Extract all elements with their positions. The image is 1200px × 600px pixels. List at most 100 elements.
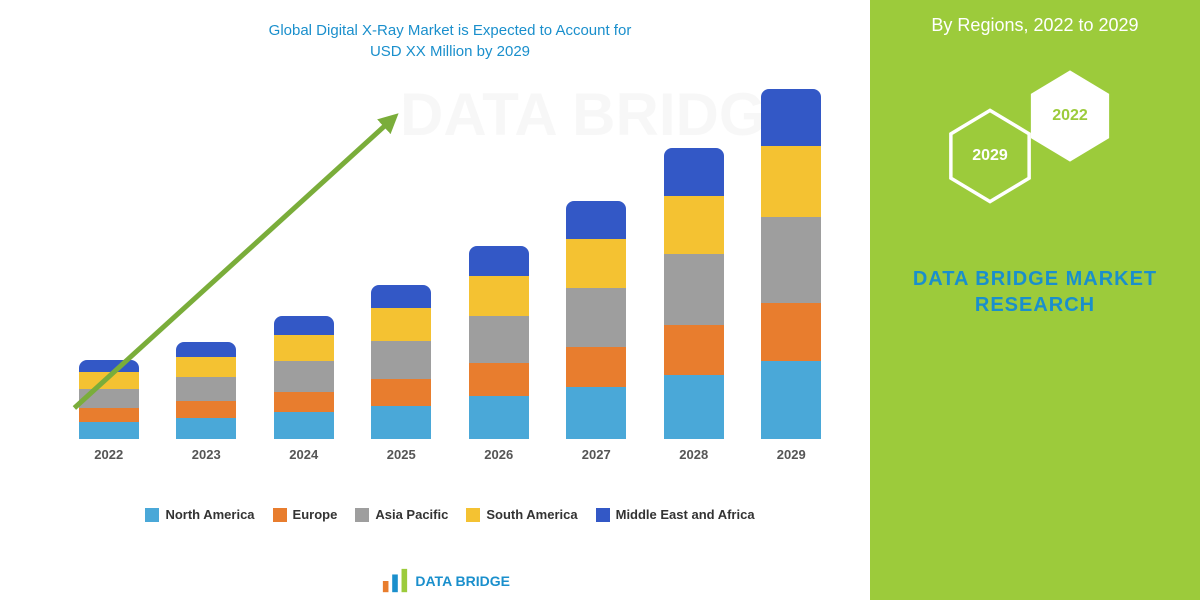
bar-stack [469, 246, 529, 439]
bar-segment [664, 325, 724, 374]
bar-segment [371, 406, 431, 439]
bar-group: 2028 [664, 148, 724, 462]
bar-segment [469, 316, 529, 363]
bar-category-label: 2022 [94, 447, 123, 462]
bar-segment [469, 276, 529, 316]
bar-group: 2029 [761, 89, 821, 462]
brand-line1: DATA BRIDGE MARKET [913, 268, 1157, 290]
bar-segment [566, 288, 626, 347]
bar-segment [566, 201, 626, 239]
bar-stack [664, 148, 724, 439]
legend-item: North America [145, 507, 254, 522]
bar-segment [274, 316, 334, 335]
bar-category-label: 2026 [484, 447, 513, 462]
bar-group: 2025 [371, 285, 431, 462]
bar-segment [371, 379, 431, 406]
chart-title-line1: Global Digital X-Ray Market is Expected … [269, 22, 632, 39]
legend-item: Asia Pacific [355, 507, 448, 522]
legend-label: North America [165, 507, 254, 522]
bar-segment [566, 387, 626, 439]
legend-label: Europe [293, 507, 338, 522]
bar-category-label: 2029 [777, 447, 806, 462]
bar-stack [566, 201, 626, 439]
legend-item: Europe [273, 507, 338, 522]
bar-segment [761, 303, 821, 362]
hex-outline-year: 2029 [972, 147, 1008, 165]
legend-swatch [273, 508, 287, 522]
bar-group: 2023 [176, 342, 236, 462]
bar-segment [79, 389, 139, 408]
right-panel-title: By Regions, 2022 to 2029 [931, 15, 1138, 36]
bar-segment [566, 239, 626, 288]
bar-segment [371, 308, 431, 341]
legend-label: South America [486, 507, 577, 522]
bottom-logo: DATA BRIDGE [381, 567, 510, 595]
legend-item: Middle East and Africa [596, 507, 755, 522]
bar-segment [761, 89, 821, 146]
bottom-logo-text: DATA BRIDGE [415, 573, 510, 589]
bar-segment [566, 347, 626, 387]
bar-segment [469, 363, 529, 396]
bottom-logo-icon [381, 567, 409, 595]
bar-segment [79, 360, 139, 371]
bar-segment [176, 401, 236, 418]
bar-segment [274, 392, 334, 413]
brand-line2: RESEARCH [975, 294, 1095, 316]
bar-segment [664, 254, 724, 325]
bar-segment [274, 412, 334, 439]
bar-segment [79, 422, 139, 439]
bar-segment [274, 361, 334, 391]
bar-segment [469, 396, 529, 439]
hex-solid-year: 2022 [1052, 107, 1088, 125]
legend-item: South America [466, 507, 577, 522]
bar-group: 2024 [274, 316, 334, 462]
bar-category-label: 2024 [289, 447, 318, 462]
bar-stack [176, 342, 236, 439]
bar-stack [274, 316, 334, 439]
chart-plot: 2022 2023 2024 2025 2026 2027 2028 2029 [40, 82, 860, 502]
bar-segment [274, 335, 334, 362]
bars-container: 2022 2023 2024 2025 2026 2027 2028 2029 [60, 102, 840, 462]
bar-segment [79, 372, 139, 389]
hexagon-outline: 2029 [945, 106, 1035, 206]
legend-swatch [355, 508, 369, 522]
legend: North America Europe Asia Pacific South Ame… [40, 507, 860, 522]
legend-swatch [466, 508, 480, 522]
bar-segment [664, 375, 724, 439]
bar-segment [79, 408, 139, 422]
bar-category-label: 2025 [387, 447, 416, 462]
legend-swatch [596, 508, 610, 522]
bar-segment [761, 146, 821, 217]
chart-title-line2: USD XX Million by 2029 [370, 43, 530, 60]
main-container: Global Digital X-Ray Market is Expected … [0, 0, 1200, 600]
legend-label: Asia Pacific [375, 507, 448, 522]
legend-swatch [145, 508, 159, 522]
brand-text: DATA BRIDGE MARKET RESEARCH [913, 266, 1157, 318]
bar-segment [761, 361, 821, 439]
bar-category-label: 2027 [582, 447, 611, 462]
chart-area: Global Digital X-Ray Market is Expected … [0, 0, 870, 600]
bar-category-label: 2028 [679, 447, 708, 462]
bar-segment [371, 285, 431, 309]
hexagon-solid: 2022 [1025, 66, 1115, 166]
right-panel: By Regions, 2022 to 2029 2029 2022 DATA … [870, 0, 1200, 600]
bar-segment [176, 377, 236, 401]
bar-group: 2026 [469, 246, 529, 462]
bar-segment [664, 148, 724, 195]
bar-stack [371, 285, 431, 439]
bar-segment [176, 418, 236, 439]
bar-segment [664, 196, 724, 255]
bar-category-label: 2023 [192, 447, 221, 462]
bar-stack [761, 89, 821, 439]
bar-stack [79, 360, 139, 439]
bar-segment [176, 342, 236, 356]
bar-segment [176, 357, 236, 378]
bar-group: 2022 [79, 360, 139, 462]
bar-segment [469, 246, 529, 276]
bar-group: 2027 [566, 201, 626, 462]
bar-segment [371, 341, 431, 379]
bar-segment [761, 217, 821, 302]
legend-label: Middle East and Africa [616, 507, 755, 522]
chart-title: Global Digital X-Ray Market is Expected … [40, 20, 860, 62]
hexagon-group: 2029 2022 [935, 66, 1135, 226]
